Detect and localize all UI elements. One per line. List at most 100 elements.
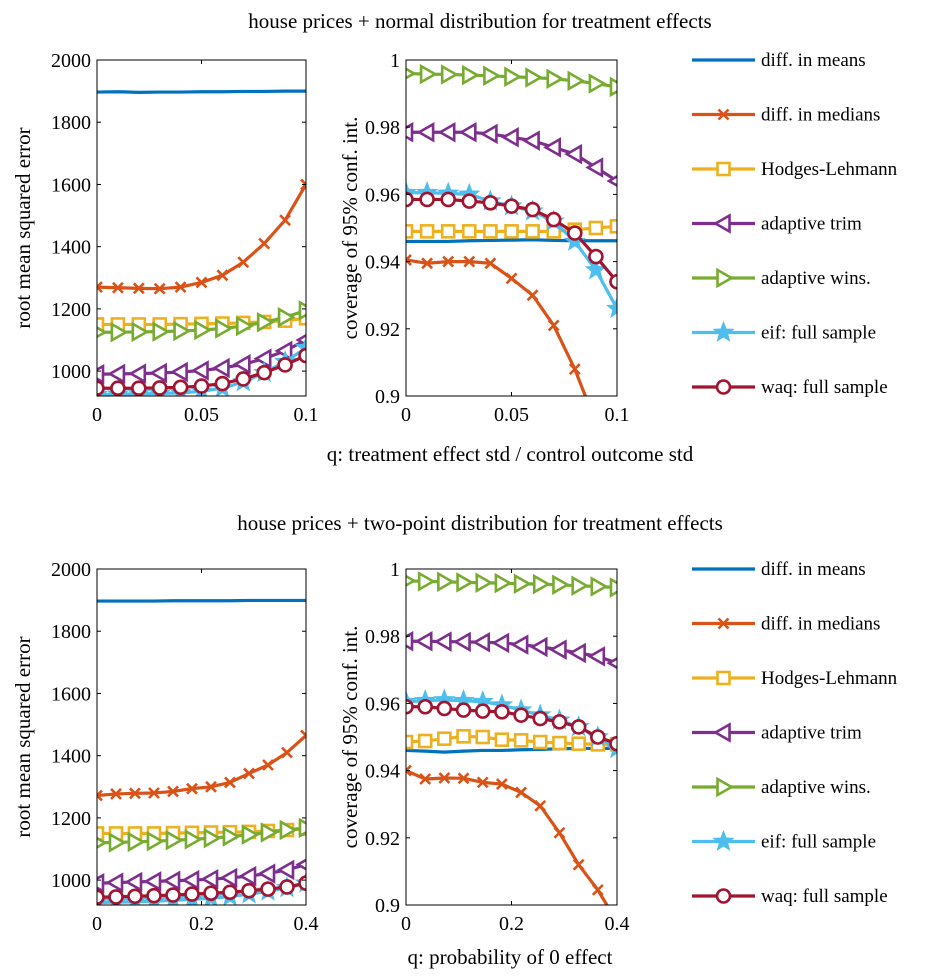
x-axis-label-top: q: treatment effect std / control outcom… bbox=[327, 442, 694, 466]
point-adaptive-trim-marker bbox=[491, 632, 510, 654]
legend-item-diff-in-medians: diff. in medians bbox=[692, 614, 880, 635]
point-diff-in-medians-marker bbox=[406, 254, 412, 266]
legend-top: diff. in means diff. in medians Hodges-Leh… bbox=[692, 50, 898, 398]
y-axis-label: coverage of 95% conf. int. bbox=[338, 626, 362, 849]
point-waq-full-sample-marker bbox=[110, 380, 126, 396]
point-hodges-lehmann-marker bbox=[483, 224, 498, 239]
point-waq-full-sample-marker bbox=[406, 191, 414, 208]
point-hodges-lehmann-marker bbox=[475, 729, 491, 745]
point-waq-full-sample-marker bbox=[566, 225, 583, 241]
point-hodges-lehmann-marker bbox=[440, 224, 456, 239]
point-hodges-lehmann-marker bbox=[504, 224, 519, 239]
point-hodges-lehmann-marker bbox=[419, 224, 435, 239]
point-waq-full-sample-marker bbox=[222, 884, 238, 901]
point-adaptive-wins-marker bbox=[110, 321, 129, 343]
x-axis-label-bottom: q: probability of 0 effect bbox=[408, 945, 613, 969]
y-axis-label: root mean squared error bbox=[11, 636, 35, 837]
y-axis-label: coverage of 95% conf. int. bbox=[338, 117, 362, 340]
point-diff-in-medians-marker bbox=[186, 782, 198, 795]
point-adaptive-trim-marker bbox=[105, 872, 124, 893]
point-waq-full-sample-marker bbox=[524, 201, 541, 218]
point-waq-full-sample-marker bbox=[551, 714, 568, 730]
point-diff-in-medians-marker bbox=[553, 826, 566, 839]
y-tick-label: 1 bbox=[390, 559, 400, 581]
legend-label: Hodges-Lehmann bbox=[761, 668, 898, 689]
x-tick-label: 0 bbox=[401, 404, 411, 426]
point-adaptive-trim-marker bbox=[211, 357, 230, 379]
x-tick-label: 0 bbox=[92, 913, 102, 935]
point-adaptive-trim-marker bbox=[295, 858, 306, 871]
point-diff-in-medians-marker bbox=[591, 883, 604, 896]
point-hodges-lehmann-marker bbox=[461, 224, 477, 239]
point-waq-full-sample-marker bbox=[193, 378, 210, 394]
legend-hodges-lehmann-marker bbox=[716, 670, 731, 686]
chart-title-bottom: house prices + two-point distribution fo… bbox=[237, 511, 723, 535]
point-adaptive-trim-marker bbox=[587, 646, 606, 667]
y-tick-label: 1800 bbox=[51, 112, 91, 134]
legend-item-adaptive-trim: adaptive trim bbox=[692, 722, 862, 744]
point-diff-in-medians-marker bbox=[534, 799, 547, 812]
point-waq-full-sample-marker bbox=[214, 375, 231, 392]
point-waq-full-sample-marker bbox=[108, 889, 124, 905]
point-adaptive-trim-marker bbox=[200, 868, 219, 890]
point-diff-in-medians-marker bbox=[457, 772, 470, 785]
series-group bbox=[406, 571, 617, 905]
y-tick-label: 1400 bbox=[51, 237, 91, 259]
point-adaptive-trim-marker bbox=[238, 865, 257, 887]
point-waq-full-sample-marker bbox=[298, 347, 306, 364]
point-adaptive-wins-marker bbox=[437, 571, 455, 593]
point-waq-full-sample-marker bbox=[97, 889, 105, 905]
legend-label: adaptive trim bbox=[761, 723, 862, 744]
legend-label: adaptive trim bbox=[761, 214, 862, 235]
point-adaptive-trim-marker bbox=[414, 630, 433, 652]
point-waq-full-sample-marker bbox=[588, 248, 604, 265]
point-adaptive-wins-marker bbox=[419, 63, 438, 85]
point-diff-in-medians-marker bbox=[195, 276, 208, 289]
y-tick-label: 0.9 bbox=[375, 386, 400, 408]
point-waq-full-sample-marker bbox=[97, 380, 105, 396]
point-diff-in-medians-marker bbox=[167, 785, 179, 798]
legend-item-eif-full-sample: eif: full sample bbox=[692, 829, 876, 853]
y-tick-label: 0.94 bbox=[365, 761, 400, 783]
point-waq-full-sample-marker bbox=[127, 888, 143, 905]
legend-adaptive-wins-marker bbox=[716, 776, 735, 798]
x-tick-label: 0 bbox=[401, 913, 411, 935]
legend-item-waq-full-sample: waq: full sample bbox=[692, 377, 888, 398]
y-tick-label: 1200 bbox=[51, 808, 91, 830]
point-hodges-lehmann-marker bbox=[97, 317, 105, 332]
point-adaptive-wins-marker bbox=[131, 321, 150, 343]
point-adaptive-wins-marker bbox=[494, 572, 513, 594]
point-diff-in-medians-marker bbox=[572, 858, 585, 871]
series-group bbox=[97, 89, 306, 396]
x-tick-label: 0.05 bbox=[184, 404, 219, 426]
point-adaptive-wins-marker bbox=[513, 573, 532, 595]
y-tick-label: 1000 bbox=[51, 870, 91, 892]
legend-label: adaptive wins. bbox=[761, 777, 871, 798]
point-adaptive-trim-marker bbox=[162, 870, 181, 891]
point-adaptive-trim-marker bbox=[452, 631, 471, 653]
series-line-diff-in-means bbox=[406, 238, 617, 244]
point-adaptive-wins-marker bbox=[152, 321, 171, 342]
point-diff-in-medians-marker bbox=[258, 237, 271, 250]
point-adaptive-trim-marker bbox=[564, 143, 583, 165]
legend-label: eif: full sample bbox=[761, 323, 876, 344]
point-diff-in-medians-marker bbox=[148, 787, 160, 799]
legend-item-diff-in-means: diff. in means bbox=[692, 559, 866, 580]
legend-eif-full-sample-marker bbox=[712, 829, 735, 851]
point-adaptive-wins-marker bbox=[483, 65, 502, 87]
point-waq-full-sample-marker bbox=[419, 191, 435, 208]
point-adaptive-trim-marker bbox=[232, 354, 251, 375]
plot-area bbox=[97, 569, 306, 905]
legend-waq-full-sample-marker bbox=[715, 379, 732, 395]
point-adaptive-trim-marker bbox=[97, 363, 105, 385]
point-hodges-lehmann-marker bbox=[513, 733, 529, 748]
legend-item-diff-in-medians: diff. in medians bbox=[692, 105, 880, 126]
point-diff-in-medians-marker bbox=[419, 773, 432, 785]
point-hodges-lehmann-marker bbox=[406, 734, 414, 750]
point-waq-full-sample-marker bbox=[532, 710, 549, 727]
y-tick-label: 1800 bbox=[51, 621, 91, 643]
point-diff-in-medians-marker bbox=[111, 281, 124, 294]
point-adaptive-trim-marker bbox=[479, 123, 498, 145]
point-diff-in-medians-marker bbox=[224, 776, 236, 789]
